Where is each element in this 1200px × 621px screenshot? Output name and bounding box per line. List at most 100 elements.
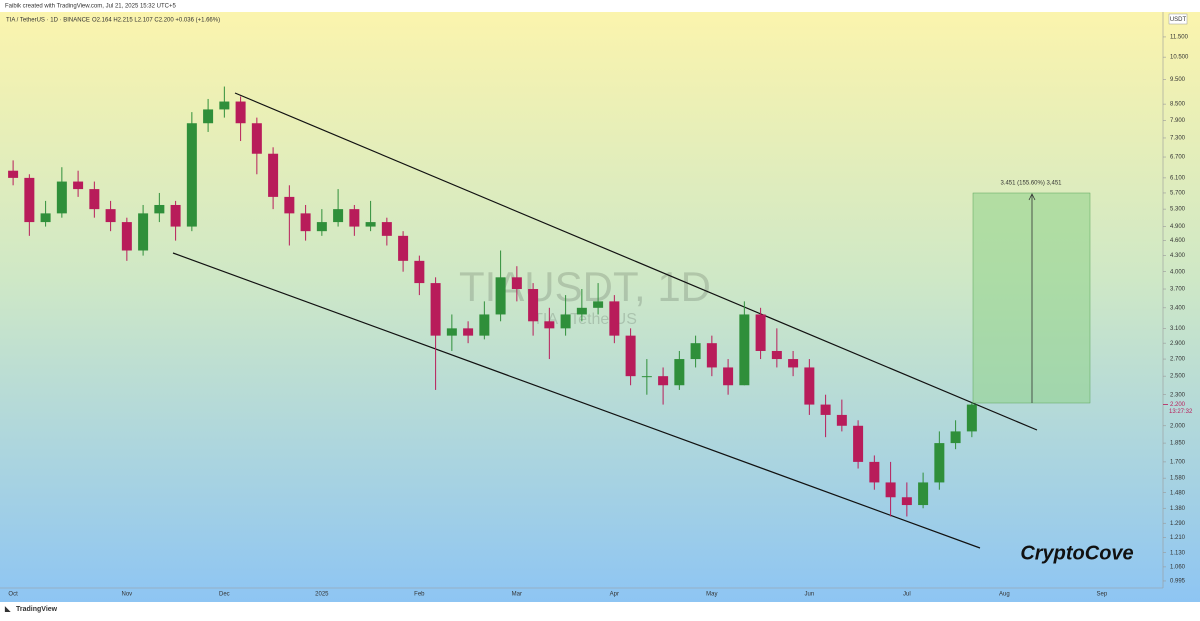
- candle-body: [463, 328, 474, 336]
- candle-body: [853, 425, 864, 462]
- candle-body: [918, 482, 929, 506]
- countdown: 13:27:32: [1169, 409, 1193, 415]
- candle-body: [381, 222, 392, 236]
- y-tick-label: 2.500: [1170, 374, 1186, 380]
- y-tick-label: 4.600: [1170, 238, 1186, 244]
- y-tick-label: 1.700: [1170, 459, 1186, 465]
- candle-body: [739, 314, 750, 386]
- candle-body: [788, 359, 799, 368]
- credit: Faibik created with TradingView.com, Jul…: [5, 4, 176, 10]
- candle-body: [495, 277, 506, 315]
- candle-body: [349, 209, 360, 227]
- candle-body: [398, 235, 409, 261]
- candle-body: [219, 101, 230, 110]
- candle-body: [804, 367, 815, 405]
- y-tick-label: 5.700: [1170, 191, 1186, 197]
- y-tick-label: 3.700: [1170, 287, 1186, 293]
- x-tick-label: Dec: [219, 592, 230, 598]
- channel-upper: [234, 92, 1038, 431]
- y-tick-label: 1.380: [1170, 506, 1186, 512]
- y-tick-label: 2.900: [1170, 341, 1186, 347]
- candle-body: [203, 109, 214, 124]
- candle-body: [186, 123, 197, 227]
- candle-body: [950, 431, 961, 444]
- y-tick-label: 7.900: [1170, 118, 1186, 124]
- x-tick-label: Jun: [805, 592, 815, 598]
- measure-arrowhead: [1028, 193, 1036, 201]
- y-tick-label: 1.290: [1170, 521, 1186, 527]
- measure-box: [972, 192, 1091, 404]
- candle-body: [901, 497, 912, 506]
- y-tick-label: 2.000: [1170, 423, 1186, 429]
- y-tick-label: 6.700: [1170, 155, 1186, 161]
- y-tick-label: 3.100: [1170, 326, 1186, 332]
- signature: CryptoCove: [1020, 542, 1133, 564]
- candle-body: [609, 301, 620, 336]
- candle-body: [121, 222, 132, 251]
- candle-body: [105, 209, 116, 223]
- x-tick-label: Jul: [903, 592, 911, 598]
- candle-body: [154, 204, 165, 214]
- candle-body: [544, 321, 555, 329]
- y-tick-label: 2.700: [1170, 357, 1186, 363]
- x-tick-label: Apr: [610, 592, 619, 598]
- symbol-title: TIA / TetherUS · 1D · BINANCE: [6, 18, 90, 24]
- currency-box: [1168, 13, 1188, 25]
- candle-body: [934, 443, 945, 483]
- y-tick-label: 11.500: [1170, 35, 1189, 41]
- y-tick-label: 6.100: [1170, 175, 1186, 181]
- y-tick-label: 1.060: [1170, 564, 1186, 570]
- candle-body: [24, 177, 35, 223]
- credit-bar: [0, 0, 1200, 12]
- candle-body: [593, 301, 604, 308]
- candle-body: [73, 181, 84, 190]
- y-tick-label: 7.300: [1170, 136, 1186, 142]
- y-tick-label: 1.580: [1170, 476, 1186, 482]
- candle-body: [414, 260, 425, 284]
- y-tick-label: 1.210: [1170, 535, 1186, 541]
- candle-body: [658, 376, 669, 386]
- candle-body: [771, 350, 782, 360]
- candle-body: [511, 277, 522, 290]
- y-tick-label: 4.900: [1170, 224, 1186, 230]
- x-tick-label: Sep: [1097, 592, 1108, 598]
- candle-body: [836, 414, 847, 426]
- candle-body: [138, 213, 149, 251]
- y-tick-label: 0.995: [1170, 579, 1186, 585]
- candle-body: [674, 359, 685, 386]
- candle-body: [89, 189, 100, 210]
- candle-body: [316, 222, 327, 232]
- y-tick-label: 4.000: [1170, 269, 1186, 275]
- candle-body: [430, 283, 441, 336]
- y-tick-label: 2.300: [1170, 392, 1186, 398]
- candle-body: [300, 213, 311, 232]
- candle-body: [235, 101, 246, 124]
- candle-body: [625, 335, 636, 377]
- candle-body: [966, 404, 977, 432]
- x-tick-label: 2025: [315, 592, 329, 598]
- y-tick-label: 4.300: [1170, 253, 1186, 259]
- candle-body: [641, 376, 652, 378]
- candle-body: [251, 123, 262, 154]
- y-tick-label: 8.500: [1170, 102, 1186, 108]
- candle-body: [869, 461, 880, 483]
- candle-body: [365, 222, 376, 227]
- y-tick-label: 9.500: [1170, 77, 1186, 83]
- candle-body: [170, 204, 181, 227]
- brand: TradingView: [16, 606, 58, 613]
- candle-body: [446, 328, 457, 336]
- candle-body: [560, 314, 571, 329]
- brand-logo: ◣: [4, 606, 11, 613]
- x-tick-label: Oct: [8, 592, 18, 598]
- candle-body: [723, 367, 734, 386]
- y-tick-label: 3.400: [1170, 305, 1186, 311]
- x-tick-label: Nov: [122, 592, 133, 598]
- candle-body: [820, 404, 831, 415]
- candle-body: [690, 343, 701, 360]
- y-tick-label: 1.850: [1170, 441, 1186, 447]
- currency: USDT: [1170, 17, 1187, 23]
- x-tick-label: Feb: [414, 592, 425, 598]
- ohlc-legend: O2.164 H2.215 L2.107 C2.200 +0.036 (+1.6…: [92, 18, 220, 24]
- y-tick-label: 5.300: [1170, 207, 1186, 213]
